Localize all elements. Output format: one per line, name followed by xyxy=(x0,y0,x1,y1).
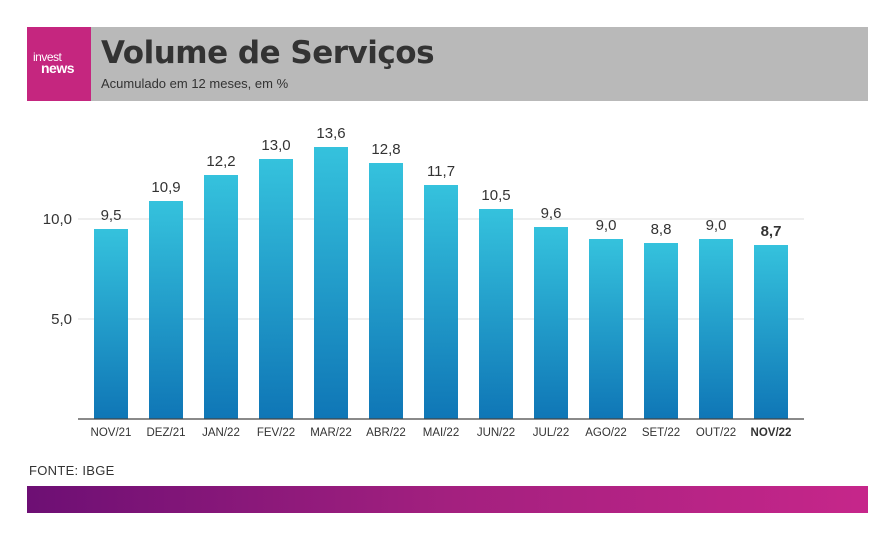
chart-header: invest news Volume de Serviços Acumulado… xyxy=(27,27,868,101)
category-label: NOV/22 xyxy=(751,427,792,439)
category-label: JUL/22 xyxy=(533,427,569,439)
bar-nov-22 xyxy=(754,245,788,419)
category-label: MAI/22 xyxy=(423,427,459,439)
y-tick-label: 10,0 xyxy=(43,211,72,228)
bar-ago-22 xyxy=(589,239,623,419)
value-label: 9,0 xyxy=(706,217,727,234)
bar-fev-22 xyxy=(259,159,293,419)
bar-mar-22 xyxy=(314,147,348,419)
footer-gradient-bar xyxy=(27,486,868,513)
value-label: 9,5 xyxy=(101,207,122,224)
value-label: 8,7 xyxy=(761,223,782,240)
source-note: FONTE: IBGE xyxy=(29,463,115,478)
bar-mai-22 xyxy=(424,185,458,419)
investnews-logo: invest news xyxy=(27,27,91,101)
value-label: 13,6 xyxy=(316,125,345,142)
bar-abr-22 xyxy=(369,163,403,419)
value-label: 9,6 xyxy=(541,205,562,222)
bar-jan-22 xyxy=(204,175,238,419)
bar-jul-22 xyxy=(534,227,568,419)
category-label: NOV/21 xyxy=(91,427,132,439)
category-label: FEV/22 xyxy=(257,427,295,439)
value-label: 12,8 xyxy=(371,141,400,158)
value-label: 10,9 xyxy=(151,179,180,196)
bar-set-22 xyxy=(644,243,678,419)
value-label: 13,0 xyxy=(261,137,290,154)
category-label: OUT/22 xyxy=(696,427,736,439)
chart-subtitle: Acumulado em 12 meses, em % xyxy=(101,76,289,91)
bar-out-22 xyxy=(699,239,733,419)
value-label: 11,7 xyxy=(427,163,455,180)
category-label: JUN/22 xyxy=(477,427,515,439)
value-label: 12,2 xyxy=(206,153,235,170)
category-label: DEZ/21 xyxy=(147,427,186,439)
bar-chart: investnews 5,010,0 9,5NOV/2110,9DEZ/2112… xyxy=(43,125,804,439)
category-label: SET/22 xyxy=(642,427,680,439)
bar-dez-21 xyxy=(149,201,183,419)
value-label: 10,5 xyxy=(481,187,510,204)
value-label: 8,8 xyxy=(651,221,672,238)
y-tick-label: 5,0 xyxy=(51,311,72,328)
logo-line-1: invest xyxy=(33,50,62,64)
value-label: 9,0 xyxy=(596,217,617,234)
category-label: JAN/22 xyxy=(202,427,240,439)
chart-title: Volume de Serviços xyxy=(101,35,435,71)
logo-line-2: news xyxy=(41,60,75,76)
category-label: AGO/22 xyxy=(585,427,627,439)
category-label: MAR/22 xyxy=(310,427,352,439)
bar-nov-21 xyxy=(94,229,128,419)
category-label: ABR/22 xyxy=(366,427,406,439)
bar-jun-22 xyxy=(479,209,513,419)
